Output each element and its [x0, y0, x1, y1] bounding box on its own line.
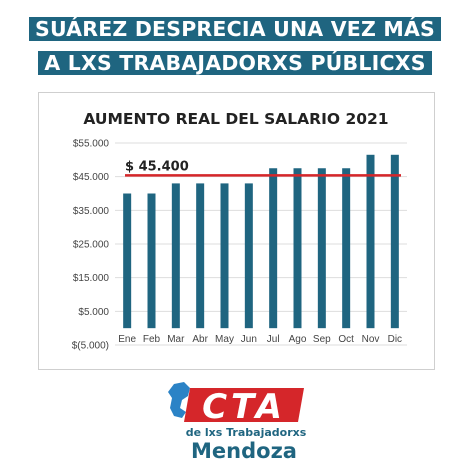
y-tick-label: $35.000 — [73, 206, 110, 217]
x-tick-label: Nov — [362, 334, 380, 345]
x-tick-label: Jun — [241, 334, 257, 345]
chart-card: AUMENTO REAL DEL SALARIO 2021 $55.000 $45… — [38, 92, 435, 370]
x-tick-label: Ago — [289, 334, 307, 345]
bar-jun — [244, 183, 253, 329]
bar-ago — [293, 168, 302, 329]
reference-line-group: $ 45.400 — [125, 159, 401, 177]
reference-line-label: $ 45.400 — [125, 159, 189, 174]
x-axis-ticks: Ene Feb Mar Abr May Jun Jul Ago Sep Oct Nov Dic — [118, 334, 402, 345]
x-tick-label: Abr — [192, 334, 208, 345]
x-tick-label: Jul — [267, 334, 280, 345]
bar-mar — [171, 183, 180, 329]
x-tick-label: Oct — [338, 334, 354, 345]
y-tick-label: $55.000 — [73, 139, 110, 150]
x-tick-label: Mar — [167, 334, 185, 345]
cta-wordmark: CTA — [202, 387, 286, 427]
bar-dic — [390, 154, 399, 329]
bar-oct — [342, 168, 351, 329]
y-axis-ticks: $55.000 $45.000 $35.000 $25.000 $15.000 $5.00… — [72, 139, 110, 352]
y-tick-label: $15.000 — [73, 273, 110, 284]
bar-abr — [196, 183, 205, 329]
bar-may — [220, 183, 229, 329]
x-tick-label: Feb — [143, 334, 161, 345]
x-tick-label: May — [215, 334, 234, 345]
cta-wordmark-shape — [184, 388, 304, 422]
bar-feb — [147, 193, 156, 329]
y-tick-label: $25.000 — [73, 240, 110, 251]
bar-nov — [366, 154, 375, 329]
bars — [123, 154, 399, 329]
headline-line-2-text: A LXS TRABAJADORXS PÚBLICXS — [38, 51, 432, 75]
y-tick-label: $(5.000) — [72, 341, 109, 352]
cta-mendoza-logo: CTA de lxs Trabajadorxs Mendoza — [160, 378, 310, 464]
x-tick-label: Ene — [118, 334, 136, 345]
headline-line-1: SUÁREZ DESPRECIA UNA VEZ MÁS — [0, 15, 470, 43]
bar-ene — [123, 193, 132, 329]
bar-jul — [269, 168, 278, 329]
salary-bar-chart: AUMENTO REAL DEL SALARIO 2021 $55.000 $45… — [72, 110, 407, 352]
y-tick-label: $45.000 — [73, 172, 110, 183]
logo-subtitle: de lxs Trabajadorxs — [186, 426, 307, 439]
cta-logo-graphic: CTA de lxs Trabajadorxs Mendoza — [168, 382, 307, 463]
y-tick-label: $5.000 — [78, 307, 109, 318]
headline-line-1-text: SUÁREZ DESPRECIA UNA VEZ MÁS — [28, 17, 441, 41]
argentina-map-icon — [168, 382, 190, 418]
headline-line-2: A LXS TRABAJADORXS PÚBLICXS — [0, 49, 470, 77]
logo-region: Mendoza — [191, 439, 297, 463]
chart-title: AUMENTO REAL DEL SALARIO 2021 — [83, 110, 388, 128]
bar-sep — [317, 168, 326, 329]
gridlines — [115, 142, 407, 346]
x-tick-label: Dic — [388, 334, 402, 345]
x-tick-label: Sep — [313, 334, 331, 345]
